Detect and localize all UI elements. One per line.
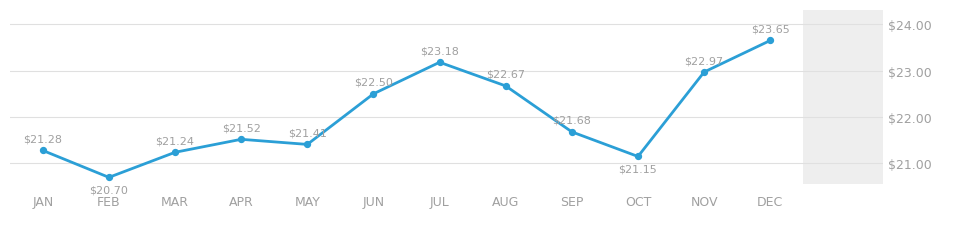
Point [101,176,116,179]
Text: $21.28: $21.28 [23,134,62,144]
Text: $23.18: $23.18 [420,46,458,56]
Point [431,61,447,65]
Text: $21.24: $21.24 [155,136,195,146]
Point [762,39,777,43]
Point [234,138,249,142]
Text: $22.50: $22.50 [354,78,392,88]
Text: $20.70: $20.70 [89,184,128,194]
Text: $22.97: $22.97 [684,56,723,66]
Text: $21.15: $21.15 [618,164,657,174]
Point [167,151,182,154]
Point [696,71,711,74]
Point [497,85,513,88]
Text: $21.52: $21.52 [222,123,261,133]
Point [35,149,50,153]
Point [365,93,381,96]
Text: $23.65: $23.65 [750,24,789,34]
Point [630,155,645,159]
Text: $22.67: $22.67 [485,70,524,80]
Text: $21.41: $21.41 [288,128,327,138]
Point [564,130,579,134]
Text: $21.68: $21.68 [552,115,591,125]
Point [299,143,315,146]
